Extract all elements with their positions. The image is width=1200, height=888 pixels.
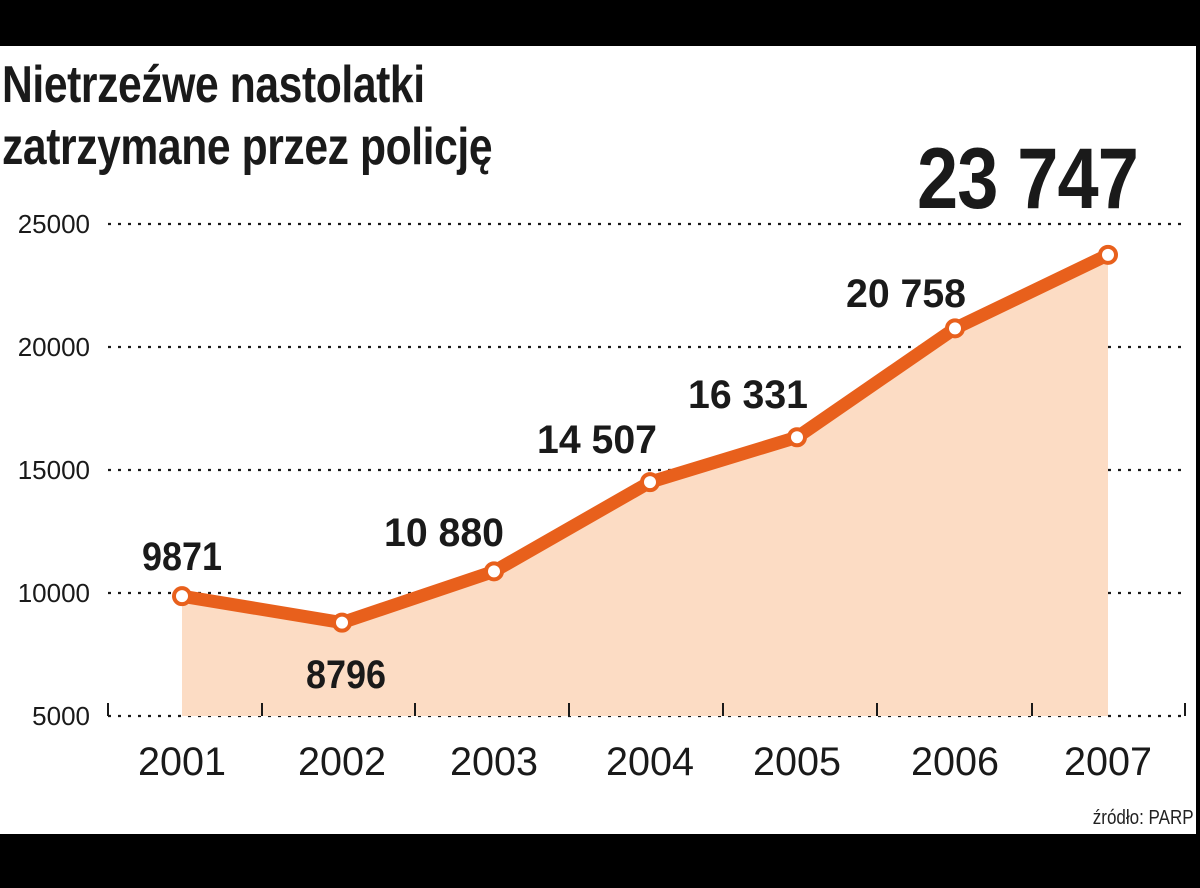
data-point-marker (172, 586, 192, 607)
y-tick-label: 10000 (18, 578, 90, 608)
y-tick-label: 25000 (18, 209, 90, 239)
title-line-2: zatrzymane przez policję (2, 118, 493, 176)
data-point-marker (945, 318, 965, 339)
x-tick-label: 2003 (450, 740, 538, 784)
data-label: 10 880 (384, 511, 504, 555)
data-label: 16 331 (688, 373, 808, 417)
data-markers (172, 244, 1118, 633)
y-tick-label: 20000 (18, 332, 90, 362)
y-tick-label: 15000 (18, 455, 90, 485)
data-label: 8796 (306, 653, 386, 697)
x-tick-label: 2006 (911, 740, 999, 784)
x-axis-ticks (107, 703, 1186, 716)
data-point-marker (640, 472, 660, 493)
data-label: 14 507 (537, 418, 657, 462)
x-axis: 2001 2002 2003 2004 2005 2006 2007 (138, 740, 1152, 784)
data-point-marker (484, 561, 504, 582)
x-tick-label: 2001 (138, 740, 226, 784)
data-labels: 9871 8796 10 880 14 507 16 331 20 758 (142, 272, 966, 697)
data-label: 9871 (142, 535, 222, 579)
chart-title: Nietrzeźwe nastolatki zatrzymane przez p… (2, 54, 493, 178)
x-tick-label: 2007 (1064, 740, 1152, 784)
x-tick-label: 2005 (753, 740, 841, 784)
headline-value: 23 747 (916, 131, 1139, 227)
source-note: źródło: PARP (1093, 807, 1194, 829)
y-axis: 5000 10000 15000 20000 25000 (18, 209, 90, 731)
data-point-marker (1098, 244, 1118, 265)
title-line-1: Nietrzeźwe nastolatki (2, 56, 425, 114)
data-point-marker (332, 612, 352, 633)
x-tick-label: 2004 (606, 740, 694, 784)
data-point-marker (787, 427, 807, 448)
data-label: 20 758 (846, 272, 966, 316)
x-tick-label: 2002 (298, 740, 386, 784)
y-tick-label: 5000 (32, 701, 90, 731)
